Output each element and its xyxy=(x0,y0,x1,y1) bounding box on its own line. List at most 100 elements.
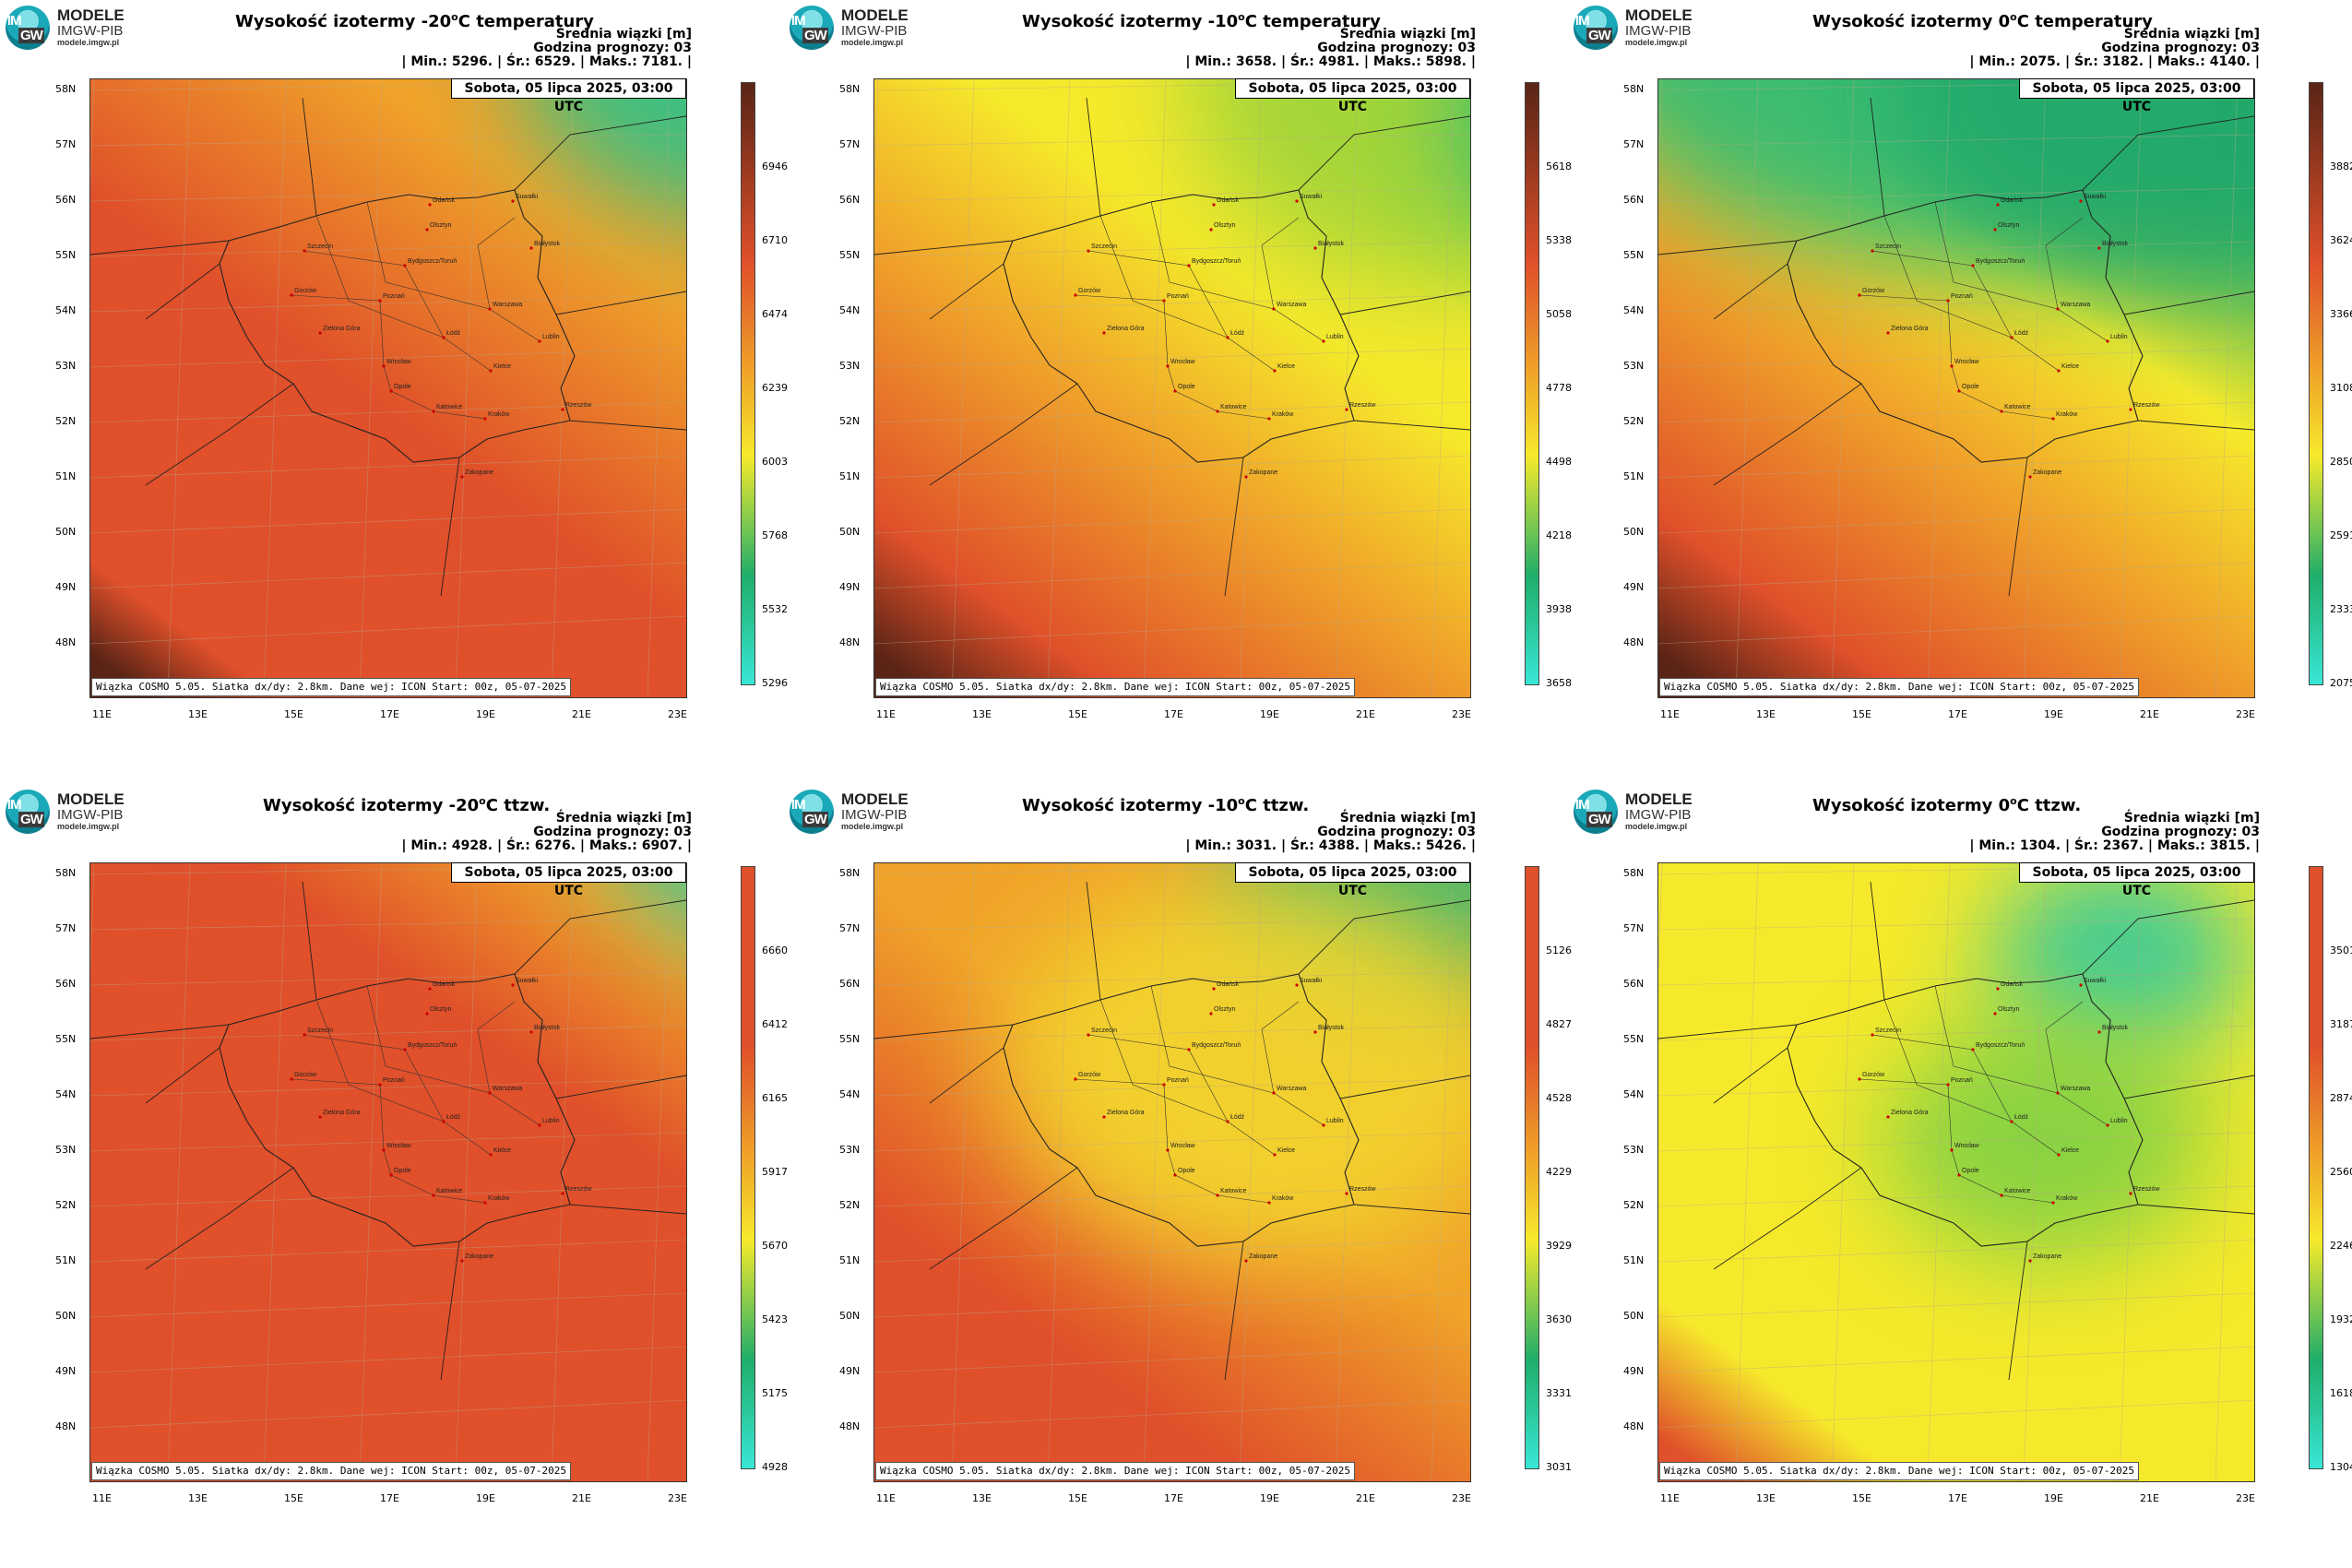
lat-label: 56N xyxy=(55,978,77,990)
city-marker xyxy=(2000,1194,2003,1197)
logo-line1: MODELE xyxy=(57,790,125,808)
lat-label: 50N xyxy=(55,1310,77,1322)
country-borders xyxy=(874,97,1470,597)
city-label: Zielona Góra xyxy=(1107,326,1145,332)
colorbar xyxy=(2309,82,2323,685)
city-marker xyxy=(2097,246,2101,250)
city-label: Bydgoszcz/Toruń xyxy=(408,1042,457,1049)
field-overlay xyxy=(1658,79,2254,296)
city-label: Kraków xyxy=(1272,411,1294,418)
city-label: Białystok xyxy=(1318,241,1345,247)
colorbar-label: 5338 xyxy=(1546,234,1572,246)
forecast-hour: Godzina prognozy: 03 xyxy=(2101,41,2260,55)
city-marker xyxy=(1996,203,2000,207)
city-label: Łódź xyxy=(446,330,461,337)
logo-badge-bottom: GW xyxy=(1586,28,1612,43)
stats-values: | Min.: 3658. | Śr.: 4981. | Maks.: 5898… xyxy=(1185,54,1476,69)
lat-label: 53N xyxy=(1623,1144,1645,1156)
city-marker xyxy=(1322,339,1325,343)
country-borders xyxy=(1658,97,2254,597)
lat-label: 48N xyxy=(839,636,861,648)
field-background xyxy=(90,79,686,697)
colorbar-label: 6660 xyxy=(762,944,788,956)
city-label: Łódź xyxy=(2014,1114,2029,1121)
city-marker xyxy=(1267,417,1271,421)
imgw-logo-icon: IM GW xyxy=(790,6,834,50)
lon-label: 23E xyxy=(1452,708,1471,720)
logo-line1: MODELE xyxy=(1625,790,1693,808)
city-label: Opole xyxy=(394,384,411,390)
lat-label: 58N xyxy=(839,83,861,95)
map-svg: Gdańsk Olsztyn Suwałki Szczecin Białystok Byd… xyxy=(874,863,1470,1481)
lat-label: 56N xyxy=(1623,978,1645,990)
imgw-logo-icon: IM GW xyxy=(1574,790,1618,834)
map-title: Wysokość izotermy 0oC ttzw. xyxy=(1812,795,2082,815)
city-marker xyxy=(378,299,382,303)
city-label: Lublin xyxy=(2110,334,2128,340)
city-label: Gorzów xyxy=(1862,1072,1885,1078)
lat-label: 52N xyxy=(1623,1199,1645,1211)
logo-badge-top: IM xyxy=(7,13,22,29)
forecast-hour: Godzina prognozy: 03 xyxy=(1317,825,1476,839)
lat-label: 51N xyxy=(1623,470,1645,482)
city-layer: Gdańsk Olsztyn Suwałki Szczecin Białystok Byd… xyxy=(1074,194,1376,479)
city-marker xyxy=(561,408,564,411)
lat-label: 51N xyxy=(839,470,861,482)
logo-badge-bottom: GW xyxy=(802,812,828,827)
map-svg: Gdańsk Olsztyn Suwałki Szczecin Białystok Byd… xyxy=(90,863,686,1481)
city-label: Lublin xyxy=(1326,1118,1344,1124)
map-svg: Gdańsk Olsztyn Suwałki Szczecin Białystok Byd… xyxy=(874,79,1470,697)
colorbar-label: 5768 xyxy=(762,529,788,541)
city-marker xyxy=(425,228,429,232)
lat-label: 49N xyxy=(1623,581,1645,593)
colorbar-label: 1932 xyxy=(2330,1313,2352,1325)
city-marker xyxy=(1244,1259,1248,1263)
city-marker xyxy=(1273,1153,1277,1157)
city-marker xyxy=(389,389,393,393)
city-marker xyxy=(1267,1201,1271,1205)
city-layer: Gdańsk Olsztyn Suwałki Szczecin Białystok Byd… xyxy=(290,194,592,479)
city-marker xyxy=(2129,408,2132,411)
logo-badge-top: IM xyxy=(1575,13,1590,29)
city-label: Katowice xyxy=(2004,404,2031,410)
city-label: Wrocław xyxy=(1170,359,1196,365)
city-label: Gorzów xyxy=(294,288,317,294)
stats-header: Średnia wiązki [m] xyxy=(555,27,692,42)
map-panel: IM GW MODELE IMGW-PIB modele.imgw.pl Wysokoś… xyxy=(0,784,788,1568)
city-marker xyxy=(2056,307,2060,311)
city-marker xyxy=(1886,331,1890,335)
model-footer: Wiązka COSMO 5.05. Siatka dx/dy: 2.8km. … xyxy=(1659,1462,2139,1480)
colorbar-label: 6239 xyxy=(762,382,788,394)
city-marker xyxy=(483,1201,487,1205)
city-marker xyxy=(1216,410,1219,413)
lon-label: 15E xyxy=(1068,708,1087,720)
city-marker xyxy=(488,1091,492,1095)
city-label: Olsztyn xyxy=(430,222,451,229)
city-label: Kielce xyxy=(1277,363,1295,370)
lat-label: 53N xyxy=(55,1144,77,1156)
city-label: Kraków xyxy=(488,1195,510,1202)
city-marker xyxy=(1272,1091,1276,1095)
map-area: Gdańsk Olsztyn Suwałki Szczecin Białystok Byd… xyxy=(873,78,1471,698)
city-label: Zielona Góra xyxy=(323,326,361,332)
lat-label: 56N xyxy=(55,194,77,206)
graticule xyxy=(874,79,1470,697)
forecast-hour: Godzina prognozy: 03 xyxy=(2101,825,2260,839)
city-marker xyxy=(488,307,492,311)
lat-label: 51N xyxy=(55,1254,77,1266)
logo-line2: IMGW-PIB xyxy=(1625,22,1692,39)
city-marker xyxy=(1950,1148,1954,1152)
map-svg: Gdańsk Olsztyn Suwałki Szczecin Białystok Byd… xyxy=(90,79,686,697)
poland-border xyxy=(219,189,576,463)
logo-line3: modele.imgw.pl xyxy=(1625,37,1688,47)
city-label: Zielona Góra xyxy=(323,1110,361,1116)
lon-label: 13E xyxy=(972,1492,992,1504)
lon-label: 17E xyxy=(1948,708,1967,720)
city-label: Warszawa xyxy=(2061,1086,2091,1092)
country-borders xyxy=(874,881,1470,1381)
field-overlay xyxy=(1004,863,1470,1260)
city-marker xyxy=(1858,1077,1861,1081)
city-marker xyxy=(1187,264,1191,267)
city-label: Katowice xyxy=(436,404,463,410)
city-label: Wrocław xyxy=(1954,359,1980,365)
